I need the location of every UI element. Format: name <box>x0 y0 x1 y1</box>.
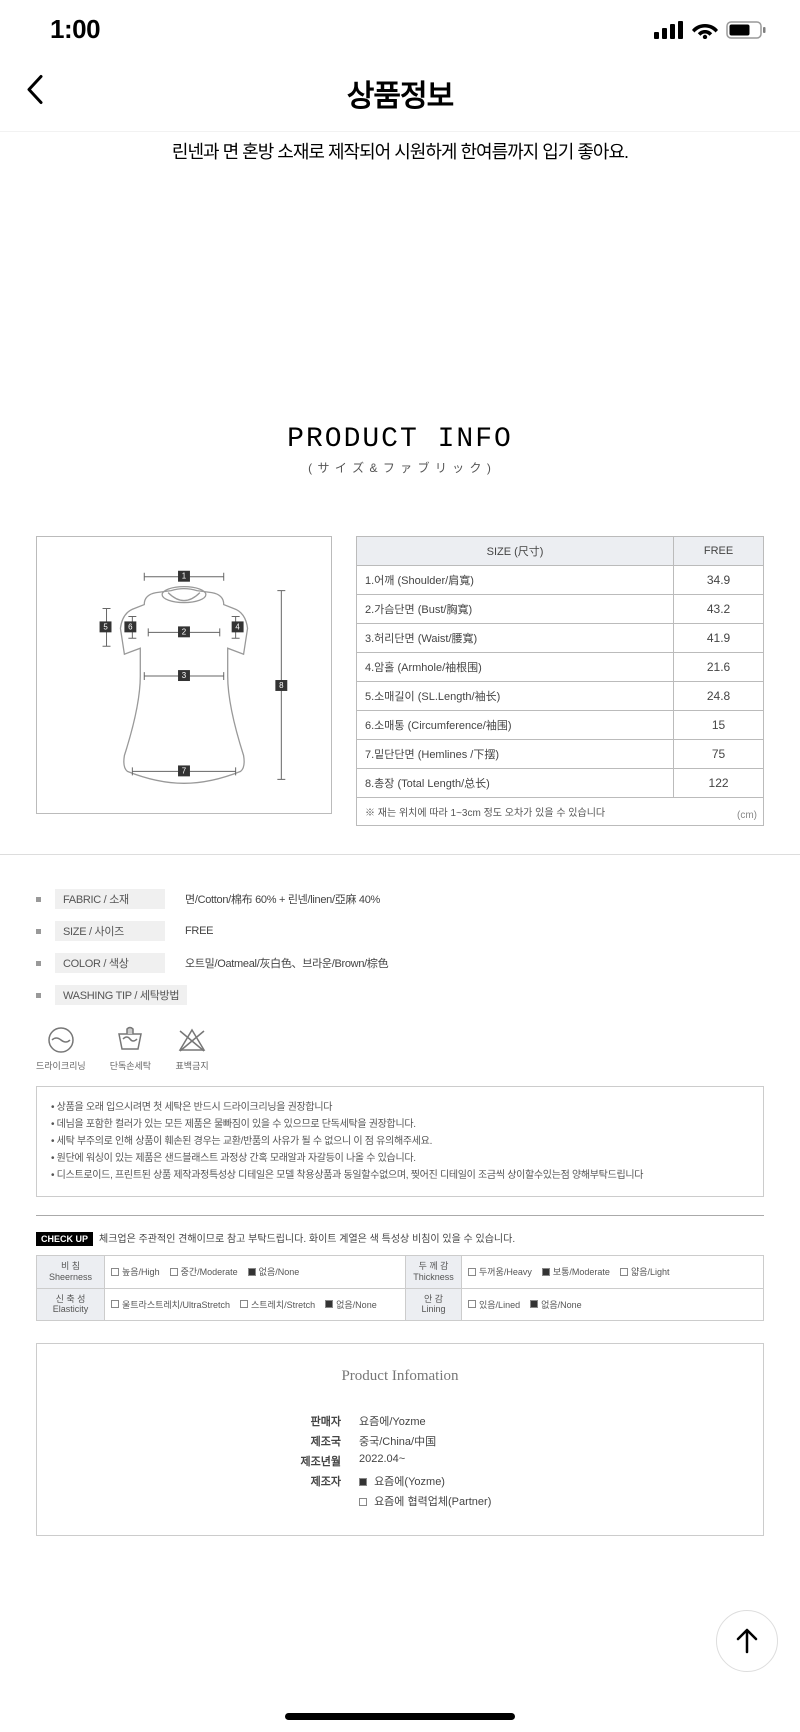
checkup-text: CHECK UP체크업은 주관적인 견해이므로 참고 부탁드립니다. 화이트 계… <box>0 1216 800 1245</box>
product-information-box: Product Infomation 판매자 요즘에/Yozme 제조국 중국/Ch… <box>36 1343 764 1536</box>
wifi-icon <box>692 21 718 39</box>
pinfo-maker-val2: 요즘에 협력업체(Partner) <box>359 1493 519 1509</box>
size-note: ※ 재는 위치에 따라 1~3cm 정도 오차가 있을 수 있습니다(cm) <box>357 798 764 826</box>
detail-color-val: 오트밀/Oatmeal/灰白色、브라운/Brown/棕色 <box>185 955 388 971</box>
checkup-lining-hd: 안 감Lining <box>406 1289 462 1321</box>
svg-text:5: 5 <box>103 622 108 631</box>
detail-list: FABRIC / 소재 면/Cotton/棉布 60% + 린넨/linen/亞麻… <box>0 854 800 1011</box>
size-row-val: 43.2 <box>674 595 764 624</box>
checkup-thickness-hd: 두 께 감Thickness <box>406 1256 462 1289</box>
svg-text:3: 3 <box>182 671 187 680</box>
size-col-free: FREE <box>674 537 764 566</box>
detail-size-val: FREE <box>185 925 213 937</box>
care-handwash: 단독손세탁 <box>110 1025 151 1072</box>
size-row-val: 21.6 <box>674 653 764 682</box>
svg-text:2: 2 <box>182 627 187 636</box>
checkup-elasticity-hd: 신 축 성Elasticity <box>37 1289 105 1321</box>
pinfo-maker-val1: 요즘에(Yozme) <box>359 1473 519 1489</box>
checkup-sheerness-hd: 비 침Sheerness <box>37 1256 105 1289</box>
detail-size-lbl: SIZE / 사이즈 <box>55 921 165 941</box>
note-line: • 상품을 오래 입으시려면 첫 세탁은 반드시 드라이크리닝을 권장합니다 <box>51 1099 749 1116</box>
size-row-val: 122 <box>674 769 764 798</box>
handwash-icon <box>113 1025 147 1055</box>
size-table: SIZE (尺寸)FREE 1.어깨 (Shoulder/肩寬)34.9 2.가… <box>356 536 764 826</box>
care-icons: 드라이크리닝 단독손세탁 표백금지 <box>0 1011 800 1072</box>
size-row-label: 4.암홀 (Armhole/袖根围) <box>357 653 674 682</box>
intro-text: 린넨과 면 혼방 소재로 제작되어 시원하게 한여름까지 입기 좋아요. <box>0 132 800 164</box>
pinfo-seller-val: 요즘에/Yozme <box>359 1413 519 1429</box>
size-row-label: 3.허리단면 (Waist/腰寬) <box>357 624 674 653</box>
detail-wash-lbl: WASHING TIP / 세탁방법 <box>55 985 187 1005</box>
size-row-val: 15 <box>674 711 764 740</box>
home-indicator[interactable] <box>285 1713 515 1720</box>
product-info-sub: ( サ イ ズ & フ ァ ブ リ ッ ク ) <box>0 459 800 476</box>
product-info-heading: PRODUCT INFO ( サ イ ズ & フ ァ ブ リ ッ ク ) <box>0 424 800 476</box>
size-row-val: 24.8 <box>674 682 764 711</box>
dress-diagram-icon: 1 2 3 4 5 6 7 8 <box>37 537 331 813</box>
page-title: 상품정보 <box>347 71 453 115</box>
size-row-val: 34.9 <box>674 566 764 595</box>
cellular-icon <box>654 21 684 39</box>
svg-text:7: 7 <box>182 766 187 775</box>
pinfo-date-lbl: 제조년월 <box>281 1453 341 1469</box>
pinfo-maker-lbl: 제조자 <box>281 1473 341 1489</box>
svg-text:4: 4 <box>235 622 240 631</box>
pinfo-title: Product Infomation <box>37 1368 763 1385</box>
scroll-top-button[interactable] <box>716 1610 778 1672</box>
size-row-label: 8.총장 (Total Length/总长) <box>357 769 674 798</box>
page-header: 상품정보 <box>0 53 800 132</box>
care-dryclean: 드라이크리닝 <box>36 1025 86 1072</box>
checkup-thickness-opts: 두꺼움/Heavy 보통/Moderate 얇음/Light <box>462 1256 763 1289</box>
battery-icon <box>726 21 766 39</box>
note-line: • 세탁 부주의로 인해 상품이 훼손된 경우는 교환/반품의 사유가 될 수 … <box>51 1133 749 1150</box>
detail-color-lbl: COLOR / 색상 <box>55 953 165 973</box>
nobleach-icon <box>175 1025 209 1055</box>
size-row-val: 75 <box>674 740 764 769</box>
size-row-label: 6.소매통 (Circumference/袖围) <box>357 711 674 740</box>
size-col-label: SIZE (尺寸) <box>357 537 674 566</box>
pinfo-date-val: 2022.04~ <box>359 1453 519 1469</box>
product-info-title: PRODUCT INFO <box>0 424 800 455</box>
note-line: • 원단에 워싱이 있는 제품은 샌드블래스트 과정상 간혹 모래알과 자갈등이… <box>51 1150 749 1167</box>
note-line: • 디스트로이드, 프린트된 상품 제작과정특성상 디테일은 모델 착용상품과 … <box>51 1167 749 1184</box>
size-row-label: 5.소매길이 (SL.Length/袖长) <box>357 682 674 711</box>
svg-text:6: 6 <box>128 622 133 631</box>
arrow-up-icon <box>733 1626 761 1656</box>
chevron-left-icon <box>24 73 46 107</box>
checkup-grid: 비 침Sheerness 높음/High 중간/Moderate 없음/None… <box>36 1255 764 1321</box>
pinfo-country-lbl: 제조국 <box>281 1433 341 1449</box>
care-nobleach: 표백금지 <box>175 1025 209 1072</box>
detail-fabric-lbl: FABRIC / 소재 <box>55 889 165 909</box>
checkup-elasticity-opts: 울트라스트레치/UltraStretch 스트레치/Stretch 없음/Non… <box>105 1289 406 1321</box>
note-line: • 데님을 포함한 컬러가 있는 모든 제품은 물빠짐이 있을 수 있으므로 단… <box>51 1116 749 1133</box>
detail-fabric-val: 면/Cotton/棉布 60% + 린넨/linen/亞麻 40% <box>185 891 380 907</box>
size-row-val: 41.9 <box>674 624 764 653</box>
svg-text:1: 1 <box>182 572 187 581</box>
care-notes: • 상품을 오래 입으시려면 첫 세탁은 반드시 드라이크리닝을 권장합니다 •… <box>36 1086 764 1197</box>
status-bar: 1:00 <box>0 0 800 53</box>
checkup-lining-opts: 있음/Lined 없음/None <box>462 1289 763 1321</box>
checkup-badge: CHECK UP <box>36 1232 93 1246</box>
pinfo-country-val: 중국/China/中国 <box>359 1433 519 1449</box>
size-row-label: 2.가슴단면 (Bust/胸寬) <box>357 595 674 624</box>
checkup-sheerness-opts: 높음/High 중간/Moderate 없음/None <box>105 1256 406 1289</box>
status-time: 1:00 <box>50 14 100 45</box>
dryclean-icon <box>44 1025 78 1055</box>
back-button[interactable] <box>24 73 46 112</box>
size-row-label: 1.어깨 (Shoulder/肩寬) <box>357 566 674 595</box>
size-row-label: 7.밑단단면 (Hemlines /下摆) <box>357 740 674 769</box>
size-diagram: 1 2 3 4 5 6 7 8 <box>36 536 332 814</box>
status-indicators <box>654 21 766 39</box>
pinfo-seller-lbl: 판매자 <box>281 1413 341 1429</box>
svg-text:8: 8 <box>279 681 284 690</box>
